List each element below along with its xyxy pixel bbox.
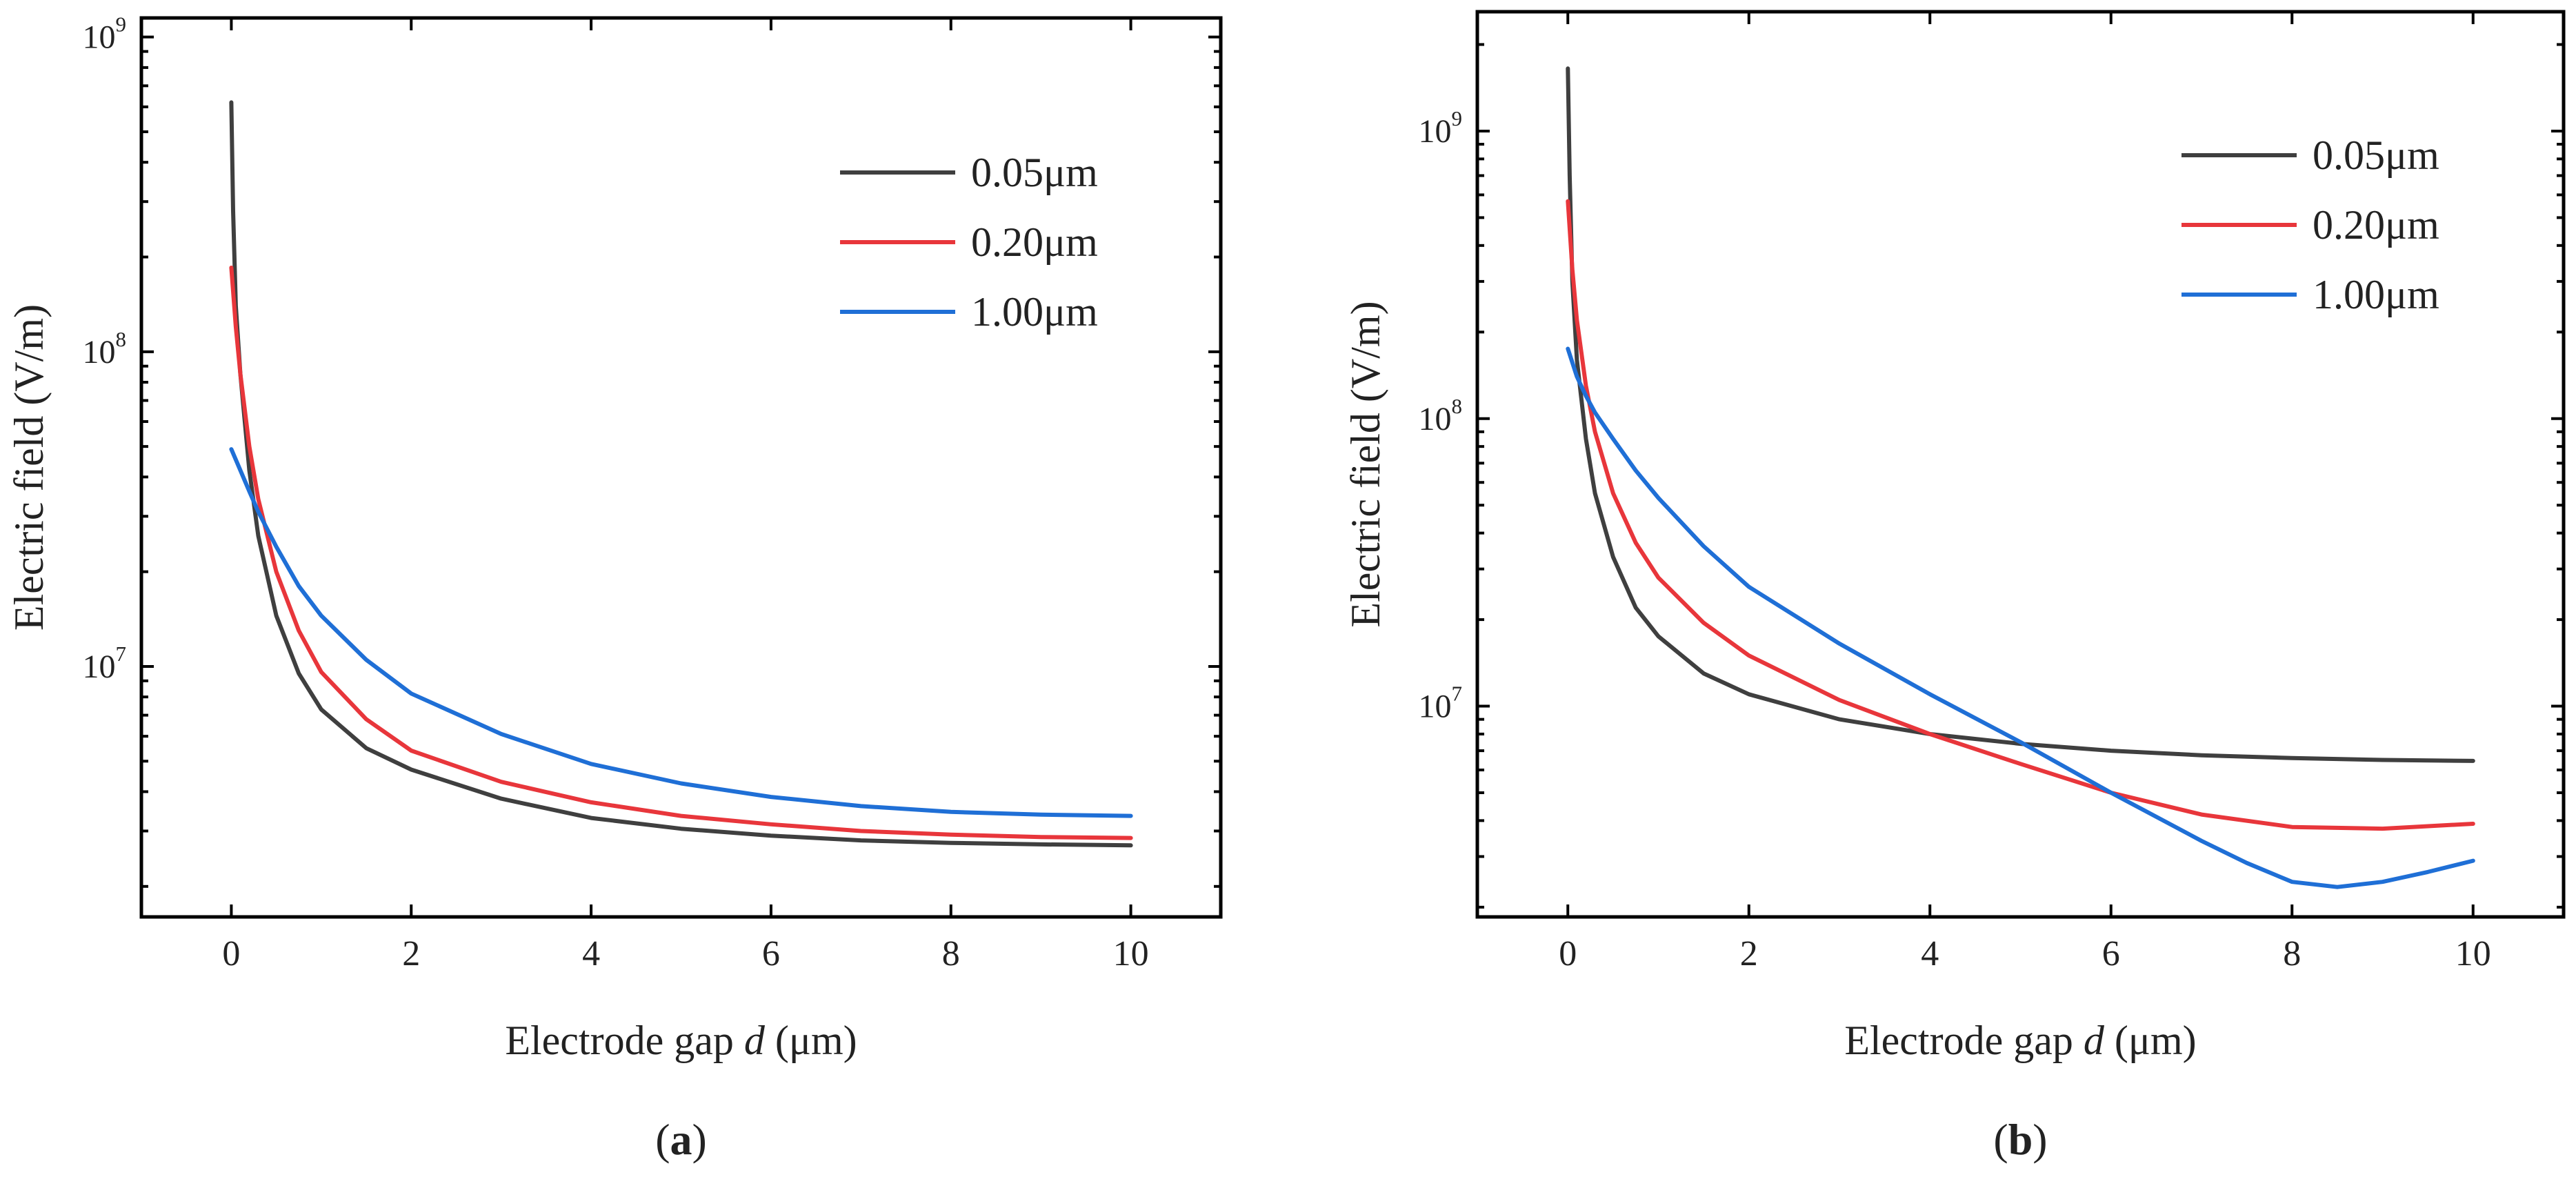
x-tick-label: 2 (402, 934, 420, 973)
y-tick-exponent: 9 (116, 12, 127, 37)
x-tick-label: 8 (942, 934, 960, 973)
caption-close: ) (2033, 1115, 2047, 1164)
legend-label: 1.00μm (2313, 272, 2439, 317)
y-tick-label: 108 (83, 327, 127, 370)
legend-label: 0.20μm (971, 219, 1098, 265)
panel-caption: (b) (1993, 1115, 2047, 1164)
series-line (1566, 66, 2475, 763)
x-axis-title-variable: d (744, 1018, 766, 1063)
series-line (229, 266, 1133, 840)
x-tick-label: 0 (1559, 934, 1577, 973)
y-tick-base: 10 (1419, 113, 1452, 150)
caption-open: ( (655, 1115, 670, 1164)
y-tick-label: 109 (1419, 106, 1463, 150)
y-tick-exponent: 7 (116, 642, 127, 666)
x-axis-title: Electrode gap d (μm) (1844, 1018, 2196, 1063)
panel-caption: (a) (655, 1115, 707, 1164)
x-axis-title-unit: (μm) (765, 1018, 857, 1063)
legend-label: 1.00μm (971, 289, 1098, 335)
y-tick-label: 107 (83, 642, 127, 685)
legend-label: 0.20μm (2313, 202, 2439, 248)
x-tick-label: 10 (1113, 934, 1149, 973)
series-line (1566, 346, 2475, 889)
series-line (229, 100, 1133, 848)
x-tick-label: 4 (1921, 934, 1939, 973)
series-line (229, 447, 1133, 818)
y-tick-exponent: 8 (1452, 394, 1463, 418)
x-axis-title-main: Electrode gap (505, 1018, 744, 1063)
x-tick-label: 4 (582, 934, 600, 973)
y-axis-title: Electric field (V/m) (1343, 301, 1388, 627)
y-tick-exponent: 7 (1452, 682, 1463, 706)
y-tick-base: 10 (1419, 689, 1452, 725)
y-axis-title: Electric field (V/m) (6, 304, 52, 631)
x-tick-label: 10 (2455, 934, 2491, 973)
x-axis-title-main: Electrode gap (1844, 1018, 2084, 1063)
y-tick-base: 10 (83, 649, 116, 685)
y-tick-exponent: 8 (116, 327, 127, 351)
y-tick-label: 107 (1419, 682, 1463, 725)
chart-panel-b: 0 2 4 6 8 101071081090.05μm0.20μm1.00μmElectr… (1343, 10, 2566, 1164)
series-line (1566, 199, 2475, 831)
legend-label: 0.05μm (2313, 132, 2439, 178)
x-axis-title: Electrode gap d (μm) (505, 1018, 857, 1063)
caption-letter: b (2008, 1115, 2033, 1164)
x-axis-title-unit: (μm) (2104, 1018, 2197, 1063)
x-tick-label: 8 (2283, 934, 2301, 973)
x-axis-title-variable: d (2084, 1018, 2105, 1063)
y-tick-label: 109 (83, 12, 127, 56)
x-tick-label: 6 (2102, 934, 2120, 973)
y-tick-label: 108 (1419, 394, 1463, 437)
chart-panel-a: 0 2 4 6 8 101071081090.05μm0.20μm1.00μmElectr… (6, 12, 1223, 1164)
y-tick-base: 10 (83, 334, 116, 370)
caption-close: ) (692, 1115, 707, 1164)
y-tick-exponent: 9 (1452, 106, 1463, 130)
caption-open: ( (1993, 1115, 2008, 1164)
caption-letter: a (670, 1115, 692, 1164)
y-tick-base: 10 (83, 19, 116, 56)
x-tick-label: 6 (762, 934, 780, 973)
x-tick-label: 0 (222, 934, 240, 973)
x-tick-label: 2 (1740, 934, 1758, 973)
y-tick-base: 10 (1419, 401, 1452, 437)
plot-frame (139, 16, 1223, 919)
legend-label: 0.05μm (971, 150, 1098, 195)
